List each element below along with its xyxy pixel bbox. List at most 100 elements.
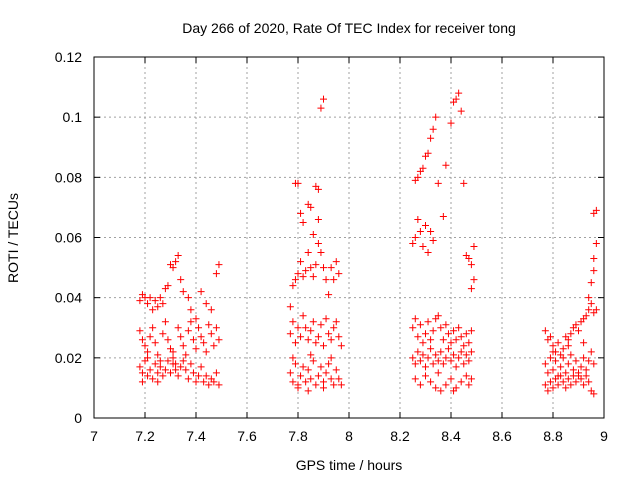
data-point xyxy=(309,318,317,326)
y-tick-label: 0.04 xyxy=(55,290,82,306)
data-point xyxy=(136,363,144,371)
data-point xyxy=(184,294,192,302)
data-point xyxy=(327,354,335,362)
data-point xyxy=(564,336,572,344)
data-point xyxy=(325,360,333,368)
data-point xyxy=(422,363,429,371)
y-tick-label: 0 xyxy=(74,410,82,426)
data-point xyxy=(299,363,307,371)
data-point xyxy=(197,363,205,371)
data-point xyxy=(332,366,340,374)
data-point xyxy=(414,348,422,356)
data-point xyxy=(442,321,450,329)
data-point xyxy=(452,363,460,371)
data-point xyxy=(325,291,333,299)
data-point xyxy=(549,342,557,350)
data-point xyxy=(564,360,572,368)
data-point xyxy=(590,360,598,368)
data-point xyxy=(299,218,307,226)
axis-ticks: 7 7.2 7.4 7.6 7.8 8 8.2 8.4 8.6 8.8 9 0 0.02 0.04 0.06… xyxy=(55,49,608,444)
data-point xyxy=(432,113,440,121)
data-point xyxy=(409,240,417,248)
data-point xyxy=(136,327,144,335)
data-point xyxy=(144,372,152,380)
data-point xyxy=(294,179,302,187)
data-point xyxy=(427,227,435,235)
data-point xyxy=(210,378,218,386)
data-point xyxy=(149,324,157,332)
data-point xyxy=(317,249,325,257)
data-point xyxy=(442,354,450,362)
data-point xyxy=(422,372,429,380)
data-point xyxy=(149,375,157,383)
data-point xyxy=(179,288,187,296)
data-point xyxy=(154,369,162,377)
data-point xyxy=(207,306,215,314)
data-point xyxy=(416,357,424,365)
data-point xyxy=(419,351,427,359)
data-point xyxy=(327,336,335,344)
x-tick-label: 7 xyxy=(90,428,98,444)
data-point xyxy=(419,243,427,251)
data-point xyxy=(212,324,220,332)
data-point xyxy=(314,333,322,341)
data-point xyxy=(577,363,585,371)
data-point xyxy=(335,270,343,278)
data-point xyxy=(289,318,297,326)
data-point xyxy=(567,381,575,389)
data-point xyxy=(567,330,575,338)
data-point xyxy=(297,209,305,217)
data-point xyxy=(590,267,598,275)
data-point xyxy=(552,357,560,365)
data-point xyxy=(572,321,580,329)
data-point xyxy=(289,354,297,362)
data-point xyxy=(427,336,435,344)
data-point xyxy=(437,348,445,356)
data-point xyxy=(580,354,588,362)
data-point xyxy=(416,381,424,389)
data-point xyxy=(189,336,197,344)
x-tick-label: 8.8 xyxy=(543,428,563,444)
data-point xyxy=(552,375,560,383)
data-point xyxy=(154,351,162,359)
data-point xyxy=(434,179,442,187)
data-point xyxy=(462,372,470,380)
data-point xyxy=(332,318,340,326)
data-point xyxy=(174,252,182,260)
y-tick-label: 0.08 xyxy=(55,169,82,185)
data-point xyxy=(187,306,195,314)
data-point xyxy=(159,372,167,380)
data-point xyxy=(304,336,312,344)
data-point xyxy=(572,357,580,365)
data-point xyxy=(424,249,432,257)
data-point xyxy=(182,366,190,374)
data-point xyxy=(585,306,593,314)
data-point xyxy=(330,381,338,389)
data-point xyxy=(314,240,322,248)
data-point xyxy=(416,227,424,235)
data-point xyxy=(467,285,475,293)
data-point xyxy=(439,360,447,368)
data-point xyxy=(289,378,297,386)
data-point xyxy=(467,375,475,383)
data-point xyxy=(192,378,200,386)
data-point xyxy=(297,258,305,266)
y-axis-title: ROTI / TECUs xyxy=(5,193,21,283)
data-point xyxy=(335,333,343,341)
data-point xyxy=(567,351,575,359)
x-tick-label: 8.2 xyxy=(390,428,410,444)
data-point xyxy=(577,375,585,383)
data-point xyxy=(587,348,595,356)
data-point xyxy=(151,360,159,368)
data-point xyxy=(184,375,192,383)
data-point xyxy=(562,384,570,392)
data-point xyxy=(302,324,310,332)
data-point xyxy=(138,336,146,344)
data-point xyxy=(297,372,305,380)
data-point xyxy=(307,375,315,383)
data-point xyxy=(286,303,294,311)
data-point xyxy=(427,345,435,353)
data-point xyxy=(174,324,182,332)
data-point xyxy=(544,369,552,377)
data-point xyxy=(146,294,154,302)
